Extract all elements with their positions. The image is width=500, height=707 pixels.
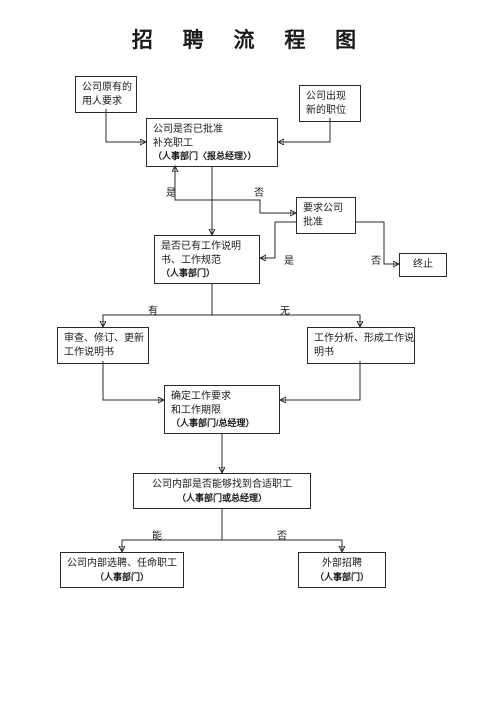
node-subtext: （人事部门〈报总经理〉） [153,150,271,162]
node-text: 确定工作要求 [171,390,273,404]
node-b2: 公司出现新的职位 [299,85,361,122]
node-b10: 公司内部是否能够找到合适职工（人事部门或总经理） [133,473,311,509]
node-text: 终止 [413,258,433,272]
edge-label-l_none: 无 [280,302,290,317]
node-b3: 公司是否已批准补充职工（人事部门〈报总经理〉） [146,118,278,167]
node-text: 公司是否已批准 [153,123,271,137]
node-text: 工作说明书 [64,346,142,360]
node-b7: 审查、修订、更新工作说明书 [57,327,149,364]
edge-label-l_no1: 否 [254,184,264,199]
edge-label-l_yes2: 是 [284,252,294,267]
node-b12: 外部招聘（人事部门） [298,552,386,588]
node-text: 补充职工 [153,137,271,151]
node-b4: 要求公司批准 [296,197,356,234]
node-b6: 终止 [399,253,447,277]
node-subtext: （人事部门） [95,571,149,583]
node-text: 用人要求 [82,95,130,109]
node-text: 是否已有工作说明 [161,240,253,254]
node-text: 书、工作规范 [161,254,253,268]
node-b1: 公司原有的用人要求 [75,76,137,113]
node-text: 公司出现 [306,90,354,104]
node-subtext: （人事部门） [315,571,369,583]
node-text: 工作分析、形成工作说 [314,332,408,346]
node-text: 批准 [303,216,349,230]
node-text: 审查、修订、更新 [64,332,142,346]
node-text: 公司原有的 [82,81,130,95]
node-text: 外部招聘 [322,557,362,571]
edge-label-l_cant: 否 [277,527,287,542]
node-b5: 是否已有工作说明书、工作规范（人事部门） [154,235,260,284]
node-subtext: （人事部门/总经理） [171,417,273,429]
node-b9: 确定工作要求和工作期限（人事部门/总经理） [164,385,280,434]
page-title: 招 聘 流 程 图 [0,24,500,54]
node-b8: 工作分析、形成工作说明书 [307,327,415,364]
node-subtext: （人事部门或总经理） [177,492,267,504]
node-text: 公司内部是否能够找到合适职工 [152,478,292,492]
node-text: 要求公司 [303,202,349,216]
node-text: 新的职位 [306,104,354,118]
node-text: 明书 [314,346,408,360]
edge-label-l_no2: 否 [371,252,381,267]
node-b11: 公司内部选聘、任命职工（人事部门） [60,552,184,588]
node-text: 和工作期限 [171,404,273,418]
edge-label-l_yes1: 是 [166,184,176,199]
node-subtext: （人事部门） [161,267,253,279]
edge-label-l_can: 能 [152,527,162,542]
edge-label-l_have: 有 [148,302,158,317]
node-text: 公司内部选聘、任命职工 [67,557,177,571]
